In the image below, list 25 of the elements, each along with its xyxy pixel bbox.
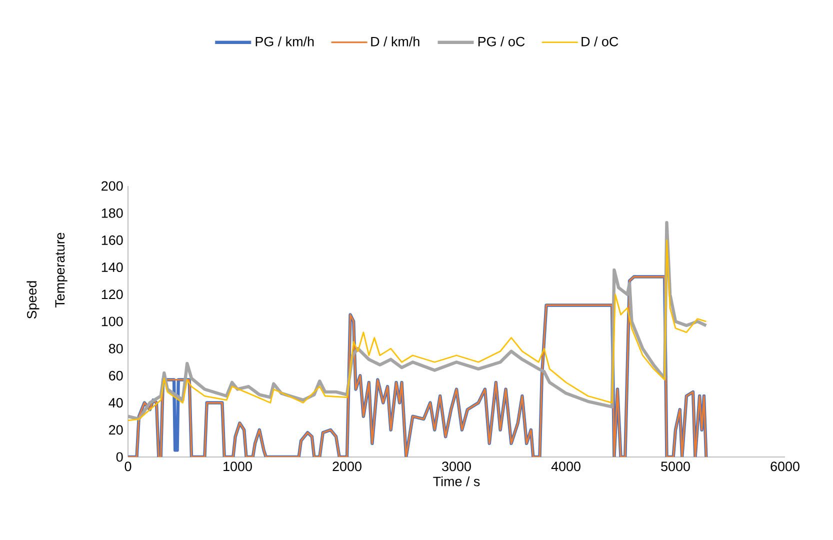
- y-axis-title: Speed: [26, 281, 40, 319]
- x-tick-label: 2000: [332, 462, 362, 472]
- legend-label: D / oC: [582, 36, 618, 46]
- y-tick-label: 20: [109, 425, 123, 435]
- y-tick-label: 60: [109, 370, 123, 380]
- y-tick-label: 140: [102, 262, 123, 272]
- y-tick-label: 80: [108, 344, 123, 354]
- y-tick-label: 100: [102, 316, 123, 326]
- y-tick-label: 0: [116, 452, 123, 462]
- y-tick-label: 160: [102, 235, 123, 245]
- x-axis-title: Time / s: [433, 476, 480, 486]
- x-tick-label: 5000: [661, 462, 690, 472]
- x-tick-label: 0: [124, 462, 132, 472]
- text: Temperature: [55, 232, 68, 308]
- legend-label: PG / oC: [478, 36, 525, 46]
- x-tick-label: 4000: [551, 462, 580, 472]
- x-tick-label: 3000: [442, 462, 471, 472]
- legend-label: PG / km/h: [256, 36, 314, 46]
- y-tick-label: 120: [102, 290, 123, 300]
- x-tick-label: 1000: [224, 462, 252, 472]
- y-tick-label: 40: [108, 398, 123, 408]
- y-tick-label: 180: [102, 208, 123, 218]
- x-tick-label: 6000: [770, 462, 800, 472]
- legend-label: D / km/h: [371, 36, 420, 46]
- y-tick-label: 200: [102, 181, 123, 191]
